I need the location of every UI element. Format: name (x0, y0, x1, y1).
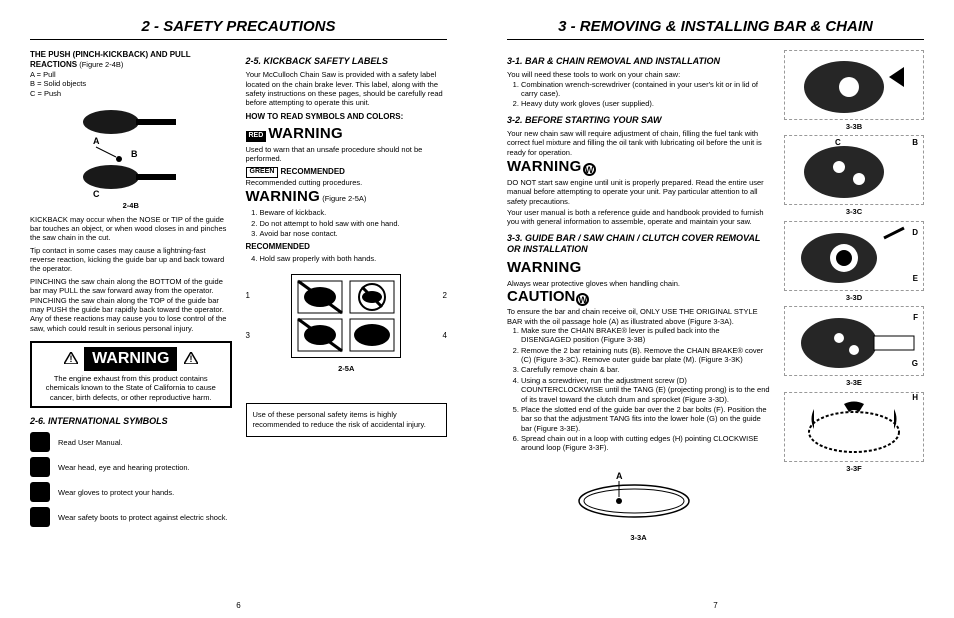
figure-3-3a: A (574, 461, 704, 531)
sec-2-5-heading: 2-5. KICKBACK SAFETY LABELS (246, 56, 448, 67)
push-heading: THE PUSH (PINCH-KICKBACK) AND PULL REACT… (30, 50, 232, 70)
w-circle-icon: W (576, 293, 589, 306)
legend-a: A = Pull (30, 70, 232, 79)
page-number-left: 6 (236, 601, 240, 610)
figure-2-5a-wrap: 13 24 (246, 270, 448, 362)
red-warning-line: RED WARNING (246, 124, 448, 145)
sec-3-3-heading: 3-3. GUIDE BAR / SAW CHAIN / CLUTCH COVE… (507, 233, 770, 256)
col-right-1: 3-1. BAR & CHAIN REMOVAL AND INSTALLATIO… (507, 50, 770, 546)
howto-heading: HOW TO READ SYMBOLS AND COLORS: (246, 112, 448, 122)
kickback-p2: Tip contact in some cases may cause a li… (30, 246, 232, 274)
sec-3-1-text: You will need these tools to work on you… (507, 70, 770, 79)
svg-text:C: C (93, 189, 100, 197)
fig-2-4b-label: 2-4B (30, 201, 232, 210)
warning-list: Beware of kickback. Do not attempt to ho… (260, 208, 448, 238)
svg-text:B: B (131, 149, 138, 159)
warning-3-3: WARNING (507, 259, 582, 278)
fig-2-5a-label: 2-5A (246, 364, 448, 373)
figure-3-3d: DE (784, 221, 924, 291)
warning-w-line: WARNINGW (507, 157, 770, 178)
columns-left: THE PUSH (PINCH-KICKBACK) AND PULL REACT… (30, 50, 447, 532)
fig-3-3b-label: 3-3B (784, 122, 924, 131)
warning-banner-text: The engine exhaust from this product con… (38, 374, 224, 402)
fig-3-3a-label: 3-3A (507, 533, 770, 542)
safety-infobox: Use of these personal safety items is hi… (246, 403, 448, 437)
page-title-left: 2 - SAFETY PRECAUTIONS (30, 18, 447, 40)
rec-list: Hold saw properly with both hands. (260, 254, 448, 263)
svg-text:!: ! (189, 354, 192, 364)
columns-right: 3-1. BAR & CHAIN REMOVAL AND INSTALLATIO… (507, 50, 924, 546)
page-right: 3 - REMOVING & INSTALLING BAR & CHAIN 3-… (477, 0, 954, 618)
symbol-row-4: Wear safety boots to protect against ele… (30, 507, 232, 527)
col-right-2: 3-3B CB 3-3C DE 3-3D FG 3-3E H 3-3F (784, 50, 924, 546)
sec-3-1-list: Combination wrench-screwdriver (containe… (521, 80, 770, 109)
fig-3-3d-label: 3-3D (784, 293, 924, 302)
sec-2-5-text: Your McCulloch Chain Saw is provided wit… (246, 70, 448, 108)
warn1-text: Used to warn that an unsafe procedure sh… (246, 145, 448, 164)
figure-3-3a-wrap: A (507, 461, 770, 531)
warn-3-3-text: Always wear protective gloves when handl… (507, 279, 770, 288)
svg-text:!: ! (69, 354, 72, 364)
figure-3-3b (784, 50, 924, 120)
symbol-row-3: Wear gloves to protect your hands. (30, 482, 232, 502)
rec-text: Recommended cutting procedures. (246, 178, 448, 187)
boots-icon (30, 507, 50, 527)
gloves-icon (30, 482, 50, 502)
rec2-heading: RECOMMENDED (246, 242, 448, 252)
figure-3-3f: H (784, 392, 924, 462)
sec-3-2-heading: 3-2. BEFORE STARTING YOUR SAW (507, 115, 770, 126)
w-circle-icon: W (583, 163, 596, 176)
figure-3-3c: CB (784, 135, 924, 205)
caution-text: To ensure the bar and chain receive oil,… (507, 307, 770, 326)
figure-3-3e: FG (784, 306, 924, 376)
fig-3-3f-label: 3-3F (784, 464, 924, 473)
caution-line: CAUTIONW (507, 288, 770, 307)
symbol-row-1: Read User Manual. (30, 432, 232, 452)
sec-3-2-text: Your new chain saw will require adjustme… (507, 129, 770, 157)
head-protection-icon (30, 457, 50, 477)
kickback-p3: PINCHING the saw chain along the BOTTOM … (30, 277, 232, 333)
green-rec-line: GREEN RECOMMENDED (246, 167, 448, 178)
fig-3-3e-label: 3-3E (784, 378, 924, 387)
warn-w-text2: Your user manual is both a reference gui… (507, 208, 770, 227)
procedure-list: Make sure the CHAIN BRAKE® lever is pull… (521, 326, 770, 453)
figure-2-4b: A B C (71, 102, 191, 197)
page-number-right: 7 (713, 601, 717, 610)
sec-2-6-heading: 2-6. INTERNATIONAL SYMBOLS (30, 416, 232, 427)
legend-b: B = Solid objects (30, 79, 232, 88)
page-left: 2 - SAFETY PRECAUTIONS THE PUSH (PINCH-K… (0, 0, 477, 618)
col-left-1: THE PUSH (PINCH-KICKBACK) AND PULL REACT… (30, 50, 232, 532)
warning-triangle-icon: ! (184, 352, 198, 366)
symbol-row-2: Wear head, eye and hearing protection. (30, 457, 232, 477)
warning-banner: ! WARNING ! The engine exhaust from this… (30, 341, 232, 408)
sec-3-1-heading: 3-1. BAR & CHAIN REMOVAL AND INSTALLATIO… (507, 56, 770, 67)
kickback-p1: KICKBACK may occur when the NOSE or TIP … (30, 215, 232, 243)
warn-w-text: DO NOT start saw engine until unit is pr… (507, 178, 770, 206)
figure-2-5a (291, 274, 401, 358)
col-left-2: 2-5. KICKBACK SAFETY LABELS Your McCullo… (246, 50, 448, 532)
fig-3-3c-label: 3-3C (784, 207, 924, 216)
warning-2-line: WARNING (Figure 2-5A) (246, 187, 448, 208)
warning-triangle-icon: ! (64, 352, 78, 366)
page-title-right: 3 - REMOVING & INSTALLING BAR & CHAIN (507, 18, 924, 40)
manual-icon (30, 432, 50, 452)
svg-text:A: A (616, 471, 623, 481)
legend-c: C = Push (30, 89, 232, 98)
svg-text:A: A (93, 136, 100, 146)
